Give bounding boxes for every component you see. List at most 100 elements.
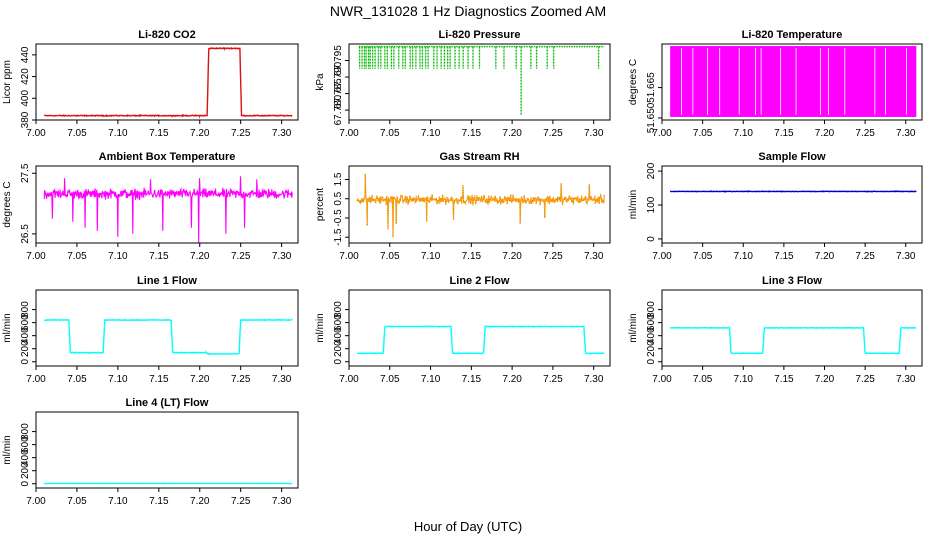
chart-panel-8: Line 3 Flow ml/min 7.00 7.05 7.10 7.15 7.20 7.2… bbox=[628, 275, 923, 385]
x-tick-label: 7.05 bbox=[693, 251, 713, 262]
panel-title: Li-820 Temperature bbox=[742, 29, 843, 41]
x-tick-label: 7.10 bbox=[734, 251, 754, 262]
y-axis-label: ml/min bbox=[628, 190, 639, 219]
x-tick-label: 7.15 bbox=[462, 374, 482, 385]
x-tick-label: 7.30 bbox=[272, 251, 292, 262]
y-tick-label: 800 bbox=[20, 301, 31, 318]
y-tick-label: 0 bbox=[333, 359, 344, 365]
y-tick-label: 600 bbox=[646, 314, 657, 331]
x-tick-label: 7.30 bbox=[896, 251, 916, 262]
series-layer bbox=[669, 190, 917, 193]
x-tick-label: 7.00 bbox=[652, 128, 672, 139]
y-tick-label: 0.5 bbox=[333, 191, 344, 205]
y-tick-label: 400 bbox=[20, 449, 31, 466]
y-axis-label: kPa bbox=[315, 73, 326, 91]
y-axis-label: ml/min bbox=[2, 435, 13, 464]
x-tick-label: 7.05 bbox=[380, 374, 400, 385]
chart-panel-5: Sample Flow ml/min 7.00 7.05 7.10 7.15 7.20 7.2… bbox=[628, 151, 923, 262]
y-tick-label: 200 bbox=[20, 462, 31, 479]
y-axis-label: ml/min bbox=[628, 313, 639, 342]
chart-panel-7: Line 2 Flow ml/min 7.00 7.05 7.10 7.15 7.20 7.2… bbox=[315, 275, 611, 385]
x-tick-label: 7.30 bbox=[584, 128, 604, 139]
x-tick-label: 7.30 bbox=[584, 374, 604, 385]
chart-panel-9: Line 4 (LT) Flow ml/min 7.00 7.05 7.10 7.15 7.… bbox=[2, 397, 299, 507]
series-line bbox=[43, 176, 293, 243]
y-tick-label: 67.790 bbox=[333, 61, 344, 92]
x-tick-label: 7.05 bbox=[67, 496, 87, 507]
x-tick-label: 7.30 bbox=[896, 374, 916, 385]
plot-frame bbox=[35, 289, 299, 367]
x-tick-label: 7.30 bbox=[272, 374, 292, 385]
x-tick-label: 7.00 bbox=[26, 128, 46, 139]
series-line bbox=[356, 324, 605, 355]
x-tick-label: 7.00 bbox=[339, 374, 359, 385]
y-tick-label: 800 bbox=[333, 301, 344, 318]
panel-title: Sample Flow bbox=[758, 151, 826, 163]
x-tick-label: 7.15 bbox=[462, 128, 482, 139]
x-tick-label: 7.00 bbox=[652, 374, 672, 385]
y-tick-label: 67.780 bbox=[333, 94, 344, 125]
y-tick-label: 380 bbox=[20, 111, 31, 128]
panel-title: Line 4 (LT) Flow bbox=[126, 397, 209, 409]
y-tick-label: 67.785 bbox=[333, 78, 344, 109]
series-layer bbox=[670, 46, 917, 117]
series-line bbox=[669, 190, 917, 193]
x-tick-label: 7.25 bbox=[231, 128, 251, 139]
x-tick-label: 7.20 bbox=[815, 374, 835, 385]
x-tick-label: 7.10 bbox=[734, 374, 754, 385]
x-tick-label: 7.05 bbox=[693, 374, 713, 385]
y-tick-label: 27.5 bbox=[20, 163, 31, 183]
chart-panel-2: Li-820 Temperature degrees C 7.00 7.05 7.10 7… bbox=[628, 29, 923, 139]
y-tick-label: 200 bbox=[646, 340, 657, 357]
x-tick-label: 7.00 bbox=[26, 496, 46, 507]
x-tick-label: 7.20 bbox=[190, 128, 210, 139]
y-tick-label: 0 bbox=[646, 359, 657, 365]
series-layer bbox=[43, 176, 293, 243]
y-tick-label: 51.665 bbox=[646, 72, 657, 103]
x-tick-label: 7.25 bbox=[855, 251, 875, 262]
x-tick-label: 7.20 bbox=[815, 251, 835, 262]
x-tick-label: 7.15 bbox=[149, 128, 169, 139]
x-tick-label: 7.05 bbox=[693, 128, 713, 139]
chart-panel-1: Li-820 Pressure kPa 7.00 7.05 7.10 7.15 7.20 7.… bbox=[315, 29, 611, 139]
y-axis-label: degrees C bbox=[628, 59, 639, 105]
figure-xlabel: Hour of Day (UTC) bbox=[414, 519, 522, 534]
series-line bbox=[43, 46, 293, 119]
x-tick-label: 7.10 bbox=[108, 496, 128, 507]
x-tick-label: 7.25 bbox=[231, 251, 251, 262]
x-tick-label: 7.00 bbox=[652, 251, 672, 262]
plot-frame bbox=[661, 289, 923, 367]
panel-title: Line 3 Flow bbox=[762, 275, 822, 287]
x-tick-label: 7.25 bbox=[543, 128, 563, 139]
plot-frame bbox=[348, 165, 611, 244]
series-layer bbox=[358, 45, 605, 116]
chart-panel-0: Li-820 CO2 Licor ppm 7.00 7.05 7.10 7.15 7.20 7… bbox=[2, 29, 299, 139]
panel-title: Li-820 Pressure bbox=[439, 29, 521, 41]
plot-frame bbox=[348, 289, 611, 367]
x-tick-label: 7.20 bbox=[190, 496, 210, 507]
x-tick-label: 7.00 bbox=[339, 251, 359, 262]
panel-title: Gas Stream RH bbox=[439, 151, 519, 163]
y-tick-label: 400 bbox=[333, 327, 344, 344]
x-tick-label: 7.10 bbox=[734, 128, 754, 139]
x-tick-label: 7.15 bbox=[149, 251, 169, 262]
y-tick-label: 200 bbox=[646, 162, 657, 179]
x-tick-label: 7.15 bbox=[774, 374, 794, 385]
x-tick-label: 7.05 bbox=[380, 251, 400, 262]
y-tick-label: 800 bbox=[20, 423, 31, 440]
panel-title: Line 2 Flow bbox=[450, 275, 510, 287]
y-tick-label: -1.5 bbox=[333, 228, 344, 246]
y-tick-label: 600 bbox=[20, 436, 31, 453]
y-tick-label: 200 bbox=[20, 340, 31, 357]
x-tick-label: 7.10 bbox=[421, 128, 441, 139]
x-tick-label: 7.10 bbox=[421, 374, 441, 385]
x-tick-label: 7.30 bbox=[272, 128, 292, 139]
x-tick-label: 7.15 bbox=[149, 374, 169, 385]
x-tick-label: 7.20 bbox=[502, 128, 522, 139]
x-tick-label: 7.10 bbox=[421, 251, 441, 262]
x-tick-label: 7.30 bbox=[272, 496, 292, 507]
series-line bbox=[43, 318, 293, 356]
y-tick-label: 400 bbox=[646, 327, 657, 344]
y-tick-label: 420 bbox=[20, 68, 31, 85]
y-axis-label: ml/min bbox=[2, 313, 13, 342]
